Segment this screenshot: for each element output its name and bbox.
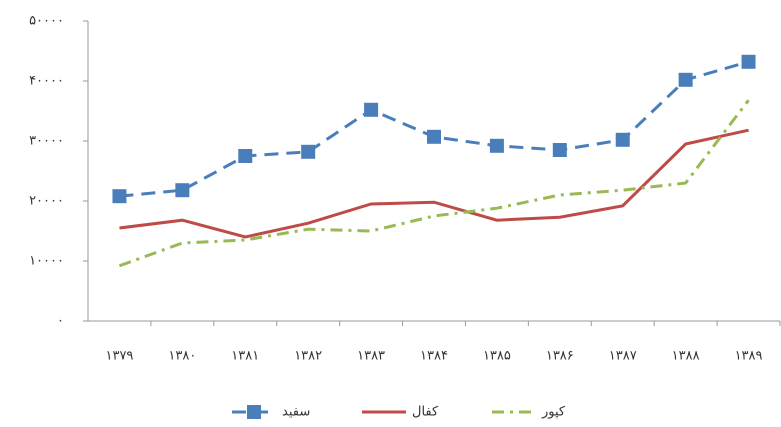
x-tick-label: ۱۳۸۰ xyxy=(168,349,196,364)
x-tick-label: ۱۳۸۶ xyxy=(546,349,574,364)
y-tick-label: ۳۰۰۰۰ xyxy=(29,134,64,149)
x-tick-label: ۱۳۸۸ xyxy=(672,349,700,364)
marker xyxy=(175,183,190,198)
x-tick-label: ۱۳۸۳ xyxy=(357,349,385,364)
x-tick-label: ۱۳۸۱ xyxy=(231,349,259,364)
marker xyxy=(364,102,379,117)
legend-marker xyxy=(247,405,261,419)
series-line xyxy=(118,99,750,268)
y-tick-label: ۱۰۰۰۰ xyxy=(29,254,64,269)
y-tick-label: ۲۰۰۰۰ xyxy=(29,194,64,209)
marker xyxy=(489,138,504,153)
x-tick-label: ۱۳۸۵ xyxy=(483,349,511,364)
x-tick-label: ۱۳۸۹ xyxy=(735,349,763,364)
legend-label: سفید xyxy=(282,405,310,420)
marker xyxy=(112,189,127,204)
marker xyxy=(427,129,441,144)
marker xyxy=(301,144,316,159)
marker xyxy=(741,54,756,69)
x-tick-label: ۱۳۸۷ xyxy=(609,349,637,364)
y-tick-label: ۰ xyxy=(57,314,64,329)
marker xyxy=(678,72,693,87)
series-line xyxy=(119,128,749,239)
y-tick-label: ۵۰۰۰۰ xyxy=(29,14,64,29)
y-tick-label: ۴۰۰۰۰ xyxy=(29,74,64,89)
marker xyxy=(615,132,630,147)
legend-label: کفال xyxy=(412,405,439,420)
marker xyxy=(552,143,567,157)
legend-label: کپور xyxy=(541,405,566,420)
marker xyxy=(238,149,253,163)
x-tick-label: ۱۳۷۹ xyxy=(105,349,133,364)
x-tick-label: ۱۳۸۲ xyxy=(294,349,322,364)
x-tick-label: ۱۳۸۴ xyxy=(420,349,448,364)
